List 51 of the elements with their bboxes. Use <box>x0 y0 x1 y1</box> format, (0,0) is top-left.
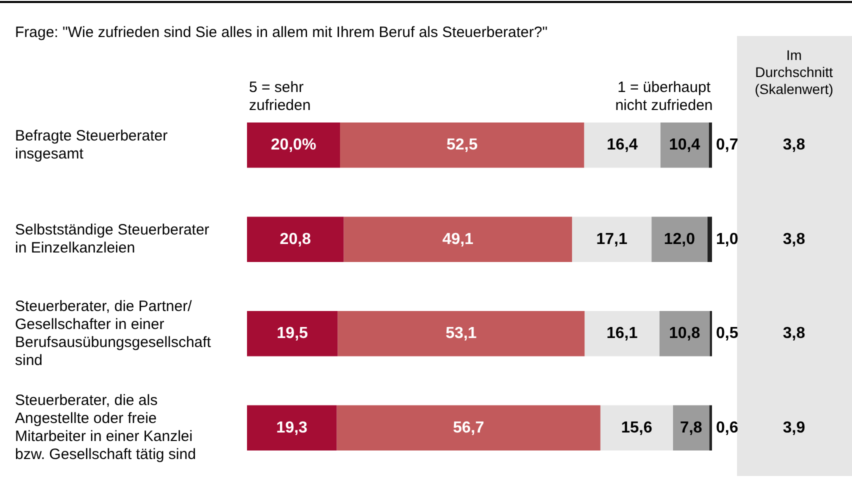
data-label: 0,5 <box>716 325 738 342</box>
bar <box>659 311 710 356</box>
text: 3,8 <box>782 230 806 248</box>
bar <box>247 311 338 356</box>
bar <box>600 405 673 450</box>
data-label: 20,8 <box>280 230 312 248</box>
data-label: 12,0 <box>664 230 696 248</box>
data-label: 0,6 <box>716 419 738 436</box>
bar <box>707 216 712 262</box>
data-label: 19,3 <box>276 419 308 436</box>
bar <box>672 405 710 450</box>
data-label: 49,1 <box>442 230 474 248</box>
text: 3,8 <box>782 136 806 154</box>
text: 3,8 <box>782 325 806 342</box>
y-tick-label: Befragte Steuerberater insgesamt <box>15 127 168 162</box>
bar <box>338 311 585 356</box>
bar <box>652 216 708 262</box>
y-tick-label: Steuerberater, die als Angestellte oder freie Mitarbeiter in einer Kanzlei bzw. Gesellschaft tätig sind <box>15 392 196 464</box>
bar <box>709 405 712 450</box>
series-label: 1 = überhaupt nicht zufrieden <box>615 79 713 114</box>
y-tick-label: Selbstständige Steuerberater in Einzelkanzleien <box>15 222 210 257</box>
data-label: 1,0 <box>716 230 738 248</box>
data-label: 19,5 <box>276 325 308 342</box>
bar <box>340 122 584 168</box>
bar <box>344 216 572 262</box>
data-label: 56,7 <box>453 419 484 436</box>
series-label: 5 = sehr zufrieden <box>249 79 311 114</box>
data-label: 7,8 <box>680 419 702 436</box>
data-label: 20,0% <box>270 136 316 154</box>
data-label: 15,6 <box>621 419 652 436</box>
y-tick-label: Steuerberater, die Partner/ Gesellschafter in einer Berufsausübungsgesellschaft sind <box>15 298 212 369</box>
data-label: 0,7 <box>716 136 738 154</box>
data-label: 16,1 <box>606 325 638 342</box>
data-label: 10,8 <box>668 325 700 342</box>
bar <box>247 216 344 262</box>
bar <box>247 405 337 450</box>
data-label: 10,4 <box>668 136 700 154</box>
data-label: 16,4 <box>606 136 638 154</box>
bar <box>584 122 660 168</box>
data-label: 17,1 <box>596 230 628 248</box>
text: Im Durchschnitt (Skalenwert) <box>754 47 834 97</box>
bar <box>247 122 340 168</box>
bar <box>660 122 709 168</box>
bar <box>584 311 660 356</box>
text: 3,9 <box>782 419 806 436</box>
data-label: 52,5 <box>446 136 478 154</box>
bar <box>572 216 652 262</box>
data-label: 53,1 <box>446 325 477 342</box>
bar <box>336 405 600 450</box>
bar <box>708 122 712 168</box>
chart-title: Frage: "Wie zufrieden sind Sie alles in allem mit Ihrem Beruf als Steuerberater?" <box>15 24 548 42</box>
